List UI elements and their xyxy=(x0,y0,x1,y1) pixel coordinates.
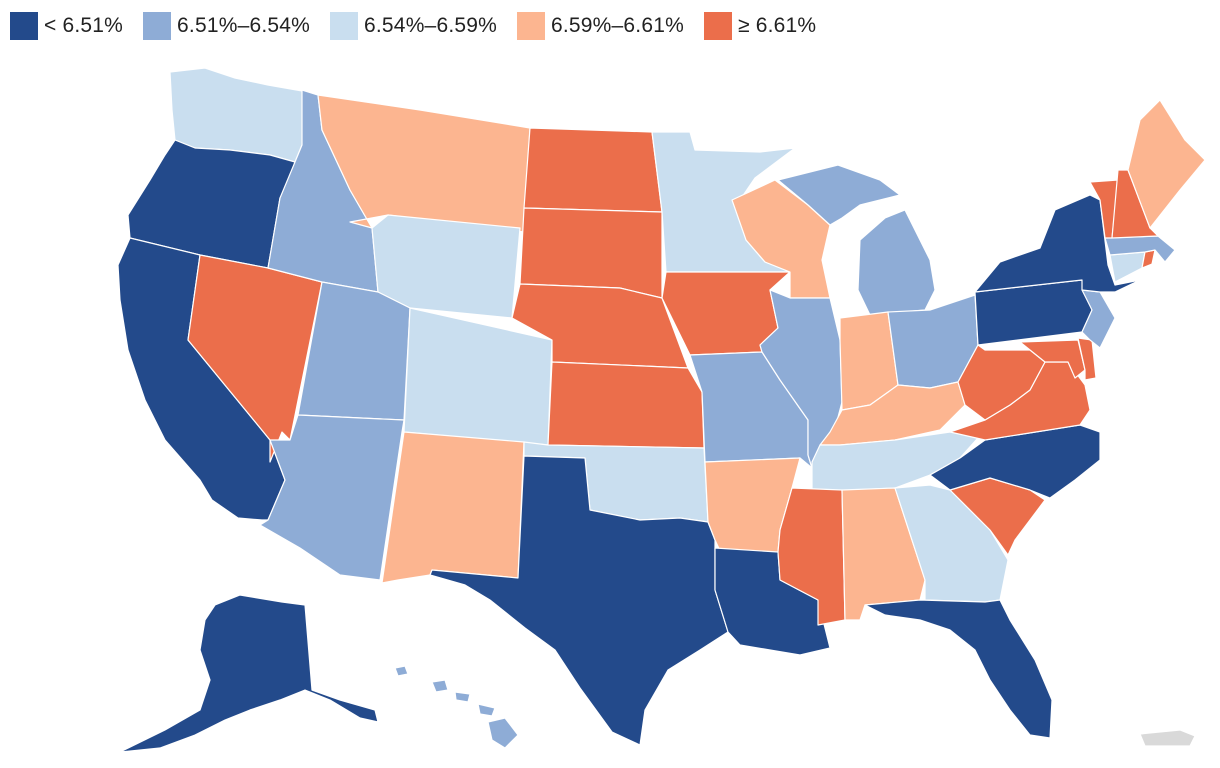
legend-item-6-54-to-6-59: 6.54%–6.59% xyxy=(330,12,497,40)
state-hawaii[interactable] xyxy=(394,665,519,749)
legend-swatch xyxy=(703,12,732,40)
state-new-mexico[interactable] xyxy=(381,431,525,584)
legend-item-6-61-and-above: ≥ 6.61% xyxy=(703,12,817,40)
state-arizona[interactable] xyxy=(259,414,405,581)
state-colorado[interactable] xyxy=(403,307,553,446)
legend-swatch xyxy=(143,12,172,40)
legend-swatch xyxy=(330,12,359,40)
state-vermont[interactable] xyxy=(1089,179,1119,239)
legend-label: < 6.51% xyxy=(44,14,124,37)
legend-label: ≥ 6.61% xyxy=(737,14,817,37)
legend-label: 6.59%–6.61% xyxy=(550,14,684,37)
state-north-dakota[interactable] xyxy=(523,127,663,213)
state-kansas[interactable] xyxy=(547,361,705,449)
legend-item-6-59-to-6-61: 6.59%–6.61% xyxy=(516,12,684,40)
legend-swatch xyxy=(516,12,545,40)
legend-label: 6.54%–6.59% xyxy=(364,14,497,37)
state-massachusetts[interactable] xyxy=(1104,235,1176,263)
legend-item-below-6-51: < 6.51% xyxy=(10,12,123,40)
state-montana[interactable] xyxy=(317,94,531,233)
state-new-jersey[interactable] xyxy=(1081,289,1116,349)
state-georgia[interactable] xyxy=(894,484,1009,603)
state-kentucky[interactable] xyxy=(819,381,966,446)
legend-item-6-51-to-6-54: 6.51%–6.54% xyxy=(143,12,310,40)
state-north-carolina[interactable] xyxy=(929,424,1101,499)
state-texas[interactable] xyxy=(429,455,729,746)
territory-puerto-rico[interactable] xyxy=(1139,729,1196,747)
state-west-virginia[interactable] xyxy=(957,344,1046,421)
legend-label: 6.51%–6.54% xyxy=(177,14,311,37)
state-florida[interactable] xyxy=(864,599,1053,739)
map-legend: < 6.51% 6.51%–6.54% 6.54%–6.59% 6.59%–6.… xyxy=(10,12,816,40)
legend-swatch xyxy=(10,12,38,40)
state-michigan[interactable] xyxy=(777,164,936,316)
state-new-hampshire[interactable] xyxy=(1111,169,1159,239)
state-alaska[interactable] xyxy=(119,594,379,753)
state-connecticut[interactable] xyxy=(1109,251,1146,283)
state-maine[interactable] xyxy=(1127,99,1206,229)
state-new-york[interactable] xyxy=(974,194,1141,293)
